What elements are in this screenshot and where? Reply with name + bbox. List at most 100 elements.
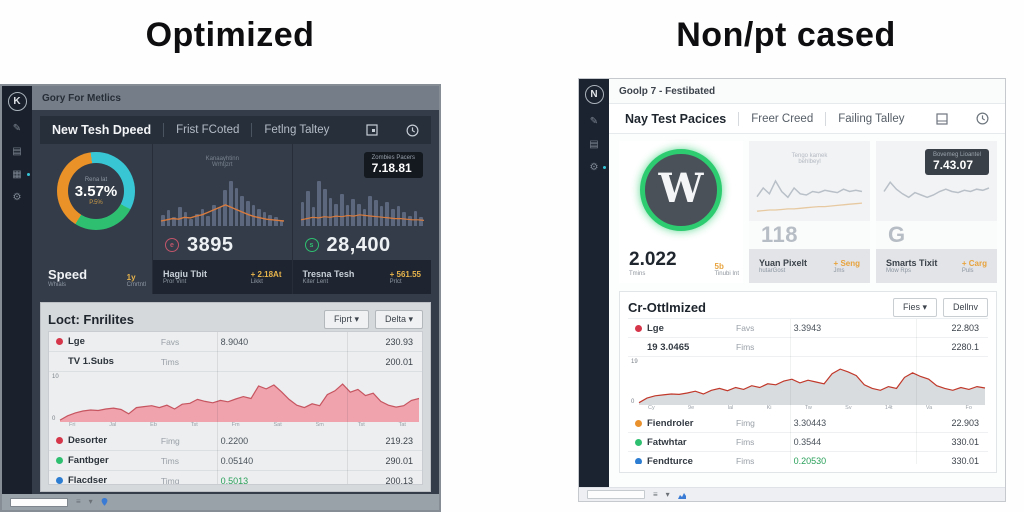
clock-icon[interactable]: [976, 112, 989, 125]
table-row[interactable]: Fendturce Fims 0.20530 330.01: [628, 452, 988, 464]
filter-dropdown-button[interactable]: Fies ▾: [892, 297, 937, 317]
delta-dropdown-button[interactable]: Delta ▾: [374, 309, 423, 329]
traffic-area-chart: 19 0: [628, 357, 988, 405]
gray-trend-line: [756, 159, 863, 217]
table-row[interactable]: Lge Favs 8.9040 230.93: [49, 332, 422, 352]
tab-failing-tally[interactable]: Fetlng Taltey: [264, 124, 330, 136]
trend-line: [300, 164, 424, 226]
panel-grid-icon[interactable]: [366, 124, 378, 136]
reports-icon[interactable]: ▦: [12, 170, 30, 180]
menu-icon[interactable]: ≡: [653, 489, 658, 499]
table-row[interactable]: Fiendroler Fimg 3.30443 22.903: [628, 414, 988, 433]
tab-new-test-speed[interactable]: New Tesh Dpeed: [52, 123, 152, 137]
y-axis-max-label: 10: [52, 374, 59, 380]
smarts-card: Bovemeg Lioantel 7.43.07 G Smarts Tixit …: [876, 141, 997, 283]
series-dot: [635, 324, 642, 332]
pencil-icon[interactable]: ✎: [589, 116, 599, 127]
gray-trend-line: [883, 159, 990, 217]
tab-first-scored[interactable]: Frist FCoted: [176, 124, 240, 136]
panel-grid-icon[interactable]: [936, 112, 948, 125]
series-dot: [635, 344, 642, 351]
app-logo: N: [584, 85, 604, 104]
pageviews-value: 28,400: [326, 233, 391, 256]
requests-card: Kanaayhtinn Wrhtjzrt e 3895 Hagiu Tbit P…: [152, 144, 292, 294]
x-axis-labels: Fri Jal Eb Tst Fm Sat Sm Tst Tat: [69, 422, 406, 428]
trend-line: [160, 164, 285, 226]
window-title: Gory For Metlics: [42, 92, 121, 104]
menu-icon[interactable]: ≡: [76, 497, 81, 506]
traffic-area-chart: 10 0: [49, 372, 422, 422]
window-title: Goolp 7 - Festibated: [619, 85, 716, 97]
requests-bar-chart: Kanaayhtinn Wrhtjzrt: [153, 144, 292, 230]
panel-title: Cr-Ottlmized: [628, 299, 706, 315]
y-axis-min-label: 0: [52, 416, 56, 422]
search-input[interactable]: [587, 490, 645, 499]
left-tab-bar: New Tesh Dpeed Frist FCoted Fetlng Talte…: [40, 116, 431, 144]
pencil-icon[interactable]: ✎: [12, 123, 22, 134]
tab-failing-talley[interactable]: Failing Talley: [838, 112, 905, 125]
optimized-dashboard: K ✎ ▤ ▦ ⚙ Gory For Metlics New Tesh Dpee…: [0, 84, 441, 512]
donut-bottom-label: P.5%: [89, 199, 103, 206]
chart-mini-icon[interactable]: [677, 491, 686, 499]
table-row[interactable]: Desorter Fimg 0.2200 219.23: [49, 431, 422, 451]
metrics-table: Lge Favs 3.3943 22.803 19 3.0465 Fims 22…: [628, 318, 988, 464]
search-input[interactable]: [10, 497, 68, 507]
chart-tooltip: Zombies Pacers 7.18.81: [363, 152, 423, 178]
table-row[interactable]: TV 1.Subs Tims 200.01: [49, 352, 422, 372]
left-priorities-panel: Loct: Fnrilites Fiprt ▾ Delta ▾ Lge Favs…: [40, 302, 431, 492]
chart-watermark-label: Tengo kamek behlbeyl: [791, 153, 828, 165]
location-pin-icon[interactable]: [101, 498, 108, 506]
left-comparison-title: Optimized: [145, 16, 315, 54]
tab-first-creed[interactable]: Freer Creed: [751, 112, 814, 125]
requests-value: 3895: [187, 233, 234, 256]
speed-sublabel: Whials: [48, 282, 67, 288]
requests-card-footer: Hagiu Tbit Pror Vint + 2.18At Likkt: [153, 260, 292, 294]
speed-donut-chart: Rena lat 3.57% P.5%: [57, 152, 135, 230]
metric-badge-icon: s: [304, 238, 319, 252]
wp-metric-value: 2.022: [629, 249, 677, 270]
x-axis-labels: Cy 9e Ial Ki Tw Sv 14t Va Fo: [648, 405, 972, 411]
delta-value: + 2.18At: [250, 269, 282, 279]
series-dot: [635, 438, 642, 446]
chart-tooltip: Bovemeg Lioantel 7.43.07: [924, 149, 989, 175]
clock-icon[interactable]: [406, 123, 419, 137]
right-status-bar: ≡ ▾: [579, 487, 1005, 501]
wordpress-logo: W: [640, 149, 722, 231]
column-divider: [347, 332, 349, 484]
delta-value: + Seng: [833, 258, 860, 268]
table-row[interactable]: Lge Favs 3.3943 22.803: [628, 319, 988, 338]
column-divider: [916, 319, 917, 464]
gear-icon[interactable]: ⚙: [12, 192, 22, 203]
chevron-down-icon[interactable]: ▾: [88, 497, 93, 506]
y-axis-max-label: 19: [631, 359, 638, 365]
column-divider: [790, 319, 791, 464]
delta-value: 5b: [714, 262, 724, 271]
left-metric-cards: Rena lat 3.57% P.5% Speed Whials 1y Cmrt…: [40, 144, 431, 294]
filter-dropdown-button[interactable]: Fiprt ▾: [323, 309, 369, 329]
notification-dot: [26, 173, 30, 176]
delta-value: + Carg: [961, 258, 987, 268]
right-window-titlebar: Goolp 7 - Festibated: [609, 79, 1005, 104]
donut-top-label: Rena lat: [84, 176, 108, 183]
pixels-card-footer: Yuan Pixelt hutarGost + Seng Jms: [749, 249, 870, 283]
right-sidebar: N ✎ ▤ ⚙: [579, 79, 609, 487]
left-window-titlebar: Gory For Metlics: [32, 86, 439, 110]
delta-dropdown-button[interactable]: Dellnv: [942, 297, 988, 317]
series-dot: [635, 457, 642, 464]
metric-badge-icon: e: [165, 238, 179, 252]
right-comparison-title: Non/pt cased: [676, 16, 896, 54]
documents-icon[interactable]: ▤: [589, 139, 599, 150]
wordpress-card: W 2.022 Tmins 5b Tinubi Int: [619, 141, 743, 283]
table-row[interactable]: Fatwhtar Fims 0.3544 330.01: [628, 433, 988, 452]
right-metric-cards: W 2.022 Tmins 5b Tinubi Int Tengo kamek …: [619, 141, 997, 283]
tab-divider: [825, 111, 827, 126]
chevron-down-icon[interactable]: ▾: [665, 489, 670, 499]
tab-new-test-pages[interactable]: Nay Test Pacices: [625, 111, 727, 126]
table-row[interactable]: Fantbger Tims 0.05140 290.01: [49, 451, 422, 471]
table-row[interactable]: Flacdser Timg 0.5013 200.13: [49, 471, 422, 484]
gear-icon[interactable]: ⚙: [590, 163, 607, 173]
documents-icon[interactable]: ▤: [12, 146, 22, 157]
table-row[interactable]: 19 3.0465 Fims 2280.1: [628, 338, 988, 357]
wp-card-footer: 2.022 Tmins 5b Tinubi Int: [629, 249, 739, 277]
